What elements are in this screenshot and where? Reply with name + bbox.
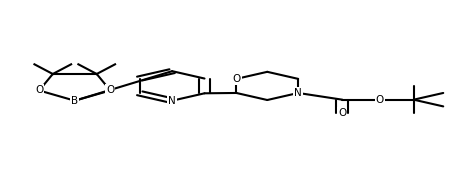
Text: O: O — [106, 86, 115, 95]
Text: N: N — [294, 88, 302, 98]
Text: N: N — [168, 96, 176, 106]
Text: O: O — [232, 74, 241, 84]
Text: O: O — [376, 95, 384, 105]
Text: B: B — [71, 96, 78, 106]
Text: O: O — [35, 86, 43, 95]
Text: O: O — [338, 108, 347, 118]
